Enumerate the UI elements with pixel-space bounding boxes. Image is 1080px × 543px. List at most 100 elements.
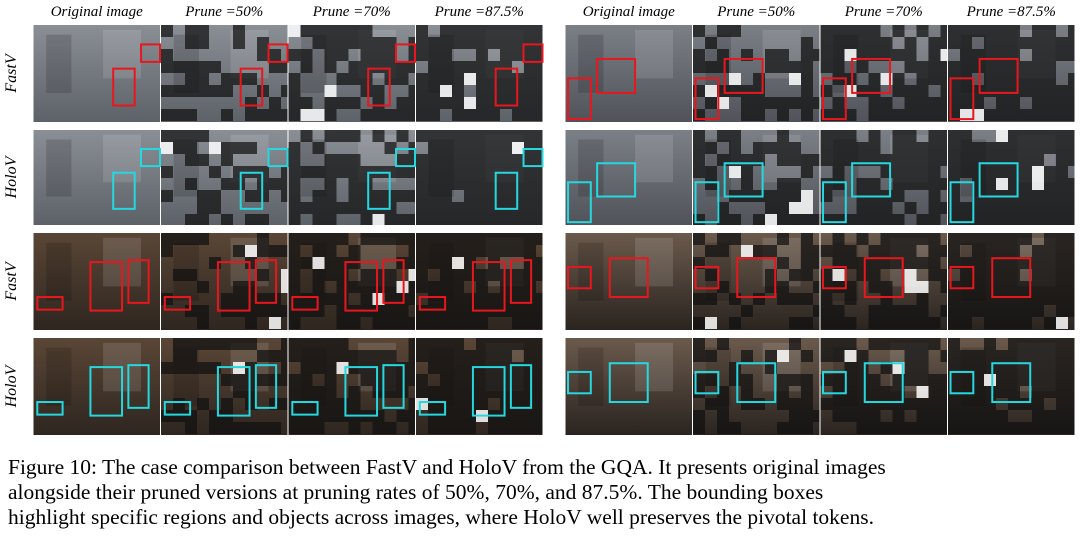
pruned-token <box>972 386 984 398</box>
pruned-token <box>928 202 941 214</box>
pruned-token <box>173 362 185 374</box>
pruned-token <box>972 257 984 269</box>
pruned-token <box>1020 130 1032 142</box>
pruned-token <box>488 374 500 386</box>
pruned-token <box>996 422 1008 434</box>
pruned-token <box>428 49 440 61</box>
kept-token <box>844 85 857 97</box>
pruned-token <box>185 410 197 422</box>
pruned-token <box>209 190 221 202</box>
pruned-token <box>300 25 313 37</box>
pruned-token <box>996 73 1008 85</box>
pruned-token <box>705 37 717 49</box>
pruned-token <box>452 269 464 281</box>
pruned-token <box>281 245 288 257</box>
pruned-token <box>536 25 543 37</box>
pruned-token <box>416 338 428 350</box>
pruned-token <box>832 130 845 142</box>
pruned-token <box>1008 305 1020 317</box>
pruned-token <box>844 245 857 257</box>
pruned-token <box>1032 142 1044 154</box>
pruned-token <box>1044 293 1056 305</box>
pruned-token <box>1020 338 1032 350</box>
pruned-token <box>257 374 269 386</box>
pruned-token <box>880 233 893 245</box>
pruned-token <box>173 61 185 73</box>
pruned-token <box>892 49 905 61</box>
pruned-token <box>464 233 476 245</box>
pruned-token <box>360 269 373 281</box>
pruned-token <box>948 154 960 166</box>
pruned-token <box>536 269 543 281</box>
pruned-token <box>476 374 488 386</box>
pruned-token <box>904 97 917 109</box>
image <box>33 25 160 122</box>
pruned-token <box>868 178 881 190</box>
pruned-token <box>408 142 415 154</box>
pruned-token <box>288 422 301 434</box>
pruned-token <box>960 85 972 97</box>
pruned-token <box>324 49 337 61</box>
pruned-token <box>1020 73 1032 85</box>
pruned-token <box>693 350 705 362</box>
pruned-token <box>245 293 257 305</box>
pruned-token <box>524 386 536 398</box>
pruned-token <box>416 154 428 166</box>
pruned-token <box>416 214 428 225</box>
pruned-token <box>984 245 996 257</box>
bounding-box <box>382 364 405 409</box>
pruned-token <box>801 410 813 422</box>
pruned-token <box>948 142 960 154</box>
pruned-token <box>777 422 789 434</box>
pruned-token <box>1008 37 1020 49</box>
pruned-token <box>536 317 543 329</box>
pruned-token <box>324 37 337 49</box>
image <box>33 338 160 435</box>
pruned-token <box>801 350 813 362</box>
kept-token <box>372 214 385 225</box>
pruned-token <box>476 130 488 142</box>
pruned-token <box>1044 374 1056 386</box>
pruned-token <box>832 109 845 121</box>
bounding-box <box>395 43 416 63</box>
image-cell <box>33 233 160 330</box>
pruned-token <box>348 25 361 37</box>
pruned-token <box>245 305 257 317</box>
pruned-token <box>984 293 996 305</box>
pruned-token <box>801 386 813 398</box>
pruned-token <box>440 422 452 434</box>
pruned-token <box>972 350 984 362</box>
pruned-token <box>536 305 543 317</box>
pruned-token <box>777 293 789 305</box>
pruned-token <box>832 410 845 422</box>
pruned-token <box>868 398 881 410</box>
pruned-token <box>904 317 917 329</box>
pruned-token <box>197 154 209 166</box>
column-header: Original image <box>51 4 143 20</box>
image-detail <box>46 139 72 197</box>
pruned-token <box>488 293 500 305</box>
pruned-token <box>729 142 741 154</box>
pruned-token <box>173 142 185 154</box>
pruned-token <box>1020 61 1032 73</box>
pruned-token <box>288 214 301 225</box>
pruned-token <box>801 85 813 97</box>
pruned-token <box>221 338 233 350</box>
pruned-token <box>524 202 536 214</box>
pruned-token <box>476 269 488 281</box>
pruned-token <box>948 317 960 329</box>
pruned-token <box>789 338 801 350</box>
pruned-token <box>928 61 941 73</box>
pruned-token <box>408 281 415 293</box>
pruned-token <box>536 410 543 422</box>
pruned-token <box>428 293 440 305</box>
pruned-token <box>832 281 845 293</box>
pruned-token <box>880 305 893 317</box>
pruned-token <box>452 130 464 142</box>
pruned-token <box>396 386 409 398</box>
pruned-token <box>281 166 288 178</box>
pruned-token <box>1020 233 1032 245</box>
image-cell <box>693 130 820 225</box>
pruned-token <box>428 37 440 49</box>
pruned-token <box>416 130 428 142</box>
